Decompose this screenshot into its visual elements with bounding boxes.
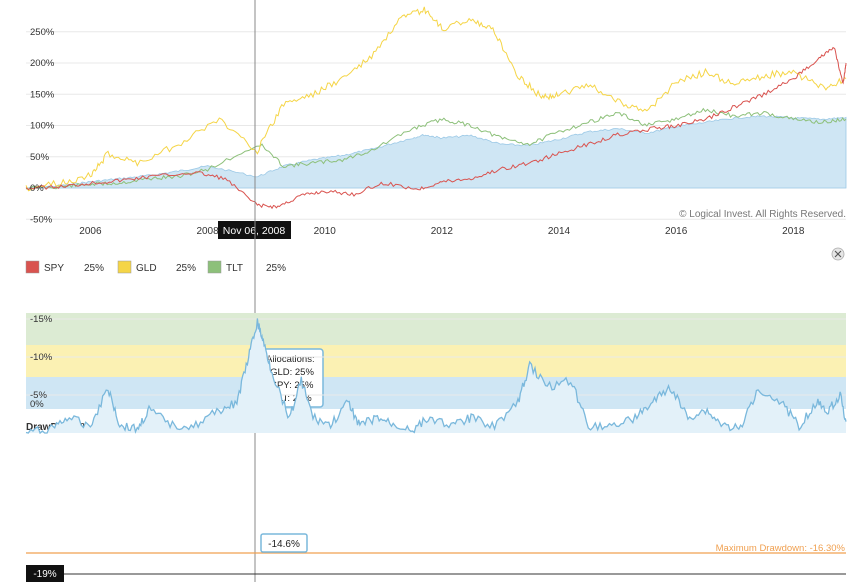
x-tick-label: 2008 — [196, 226, 219, 237]
allocation-band-spy — [26, 377, 846, 409]
main-x-axis: 2006 2008 2010 2012 2014 2016 2018 — [79, 226, 805, 237]
drawdown-bottom-label: -19% — [26, 565, 64, 582]
allocation-band-gld — [26, 345, 846, 377]
y-tick-label: -15% — [30, 314, 53, 325]
drawdown-bottom-label-text: -19% — [33, 569, 56, 580]
close-icon-x — [834, 250, 842, 258]
legend-value: 25% — [176, 263, 196, 274]
legend-name: GLD — [136, 263, 157, 274]
main-chart: 250%200%150%100%50%0%-50% 2006 2008 2010 20… — [25, 6, 847, 239]
allocation-chart: 0% Allocations: GLD: 25% SPY: 25% TLT: 2… — [26, 313, 846, 410]
drawdown-bottom-label-bg — [26, 565, 64, 582]
legend-item-gld[interactable]: GLD 25% — [117, 260, 196, 274]
allocation-zero-label: 0% — [30, 399, 44, 410]
max-drawdown-label: Maximum Drawdown: -16.30% — [716, 543, 846, 554]
y-tick-label: 200% — [30, 58, 55, 69]
x-tick-label: 2010 — [314, 226, 337, 237]
x-tick-label: 2012 — [431, 226, 454, 237]
allocation-tooltip-title: Allocations: — [266, 354, 315, 365]
y-tick-label: 50% — [30, 152, 50, 163]
legend-swatch — [207, 260, 222, 274]
portfolio-area — [25, 115, 847, 189]
legend-swatch — [117, 260, 132, 274]
allocation-band-tlt — [26, 313, 846, 345]
y-tick-label: 100% — [30, 121, 55, 132]
y-tick-label: 250% — [30, 27, 55, 38]
legend-name: TLT — [226, 263, 243, 274]
main-y-axis: 250% 200% 150% 100% 50% 0% -50% — [30, 27, 55, 226]
close-allocation-button[interactable] — [831, 247, 845, 261]
y-tick-label: -5% — [30, 390, 47, 401]
allocation-tooltip-line: GLD: 25% — [270, 367, 314, 378]
drawdown-y-axis: -5% -10% -15% — [30, 314, 53, 401]
allocation-tooltip-line: SPY: 25% — [271, 380, 314, 391]
legend-item-spy[interactable]: SPY 25% — [25, 260, 104, 274]
drawdown-chart: DrawDown % -5%-10%-15% Maximum Drawdown:… — [25, 314, 847, 582]
x-tick-label: 2018 — [782, 226, 805, 237]
copyright-text: © Logical Invest. All Rights Reserved. — [679, 209, 846, 220]
drawdown-point-tooltip: -14.6% — [260, 533, 308, 553]
legend-value: 25% — [266, 263, 286, 274]
x-tick-label: 2016 — [665, 226, 688, 237]
y-tick-label: -10% — [30, 352, 53, 363]
legend-name: SPY — [44, 263, 64, 274]
series-line-gld — [25, 6, 847, 192]
y-tick-label: 150% — [30, 89, 55, 100]
series-line-spy — [25, 46, 847, 210]
drawdown-gridlines — [26, 318, 846, 396]
legend: SPY 25% GLD 25% TLT 25% — [25, 260, 286, 274]
drawdown-line — [25, 318, 847, 435]
drawdown-point-tooltip-box — [260, 533, 308, 553]
x-tick-label: 2014 — [548, 226, 571, 237]
legend-value: 25% — [84, 263, 104, 274]
legend-item-tlt[interactable]: TLT 25% — [207, 260, 286, 274]
date-tooltip-text: Nov 06, 2008 — [223, 225, 286, 237]
allocation-tooltip-line: TLT: 25% — [272, 393, 312, 404]
y-tick-label: -50% — [30, 214, 53, 225]
drawdown-point-label: -14.6% — [268, 539, 300, 550]
legend-swatch — [25, 260, 40, 274]
y-tick-label: 0% — [30, 183, 44, 194]
x-tick-label: 2006 — [79, 226, 102, 237]
